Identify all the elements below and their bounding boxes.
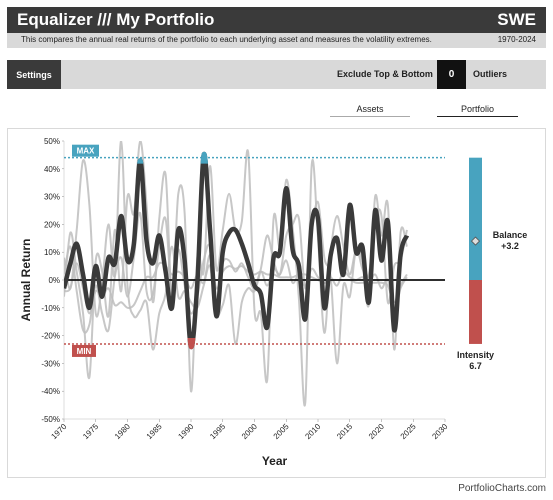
x-tick-label: 2015 <box>335 422 354 441</box>
title-bar: Equalizer /// My Portfolio SWE <box>7 7 546 33</box>
y-axis-title: Annual Return <box>19 239 33 322</box>
intensity-value: 6.7 <box>469 361 482 371</box>
min-label: MIN <box>77 347 92 356</box>
portfolio-line <box>64 151 410 349</box>
x-tick-label: 1980 <box>113 422 132 441</box>
outliers-label: Outliers <box>473 69 508 79</box>
x-tick-label: 1990 <box>176 422 195 441</box>
y-tick-label: -30% <box>41 359 60 368</box>
x-tick-label: 2020 <box>367 422 386 441</box>
footer-credit: PortfolioCharts.com <box>458 483 546 494</box>
x-tick-label: 1970 <box>49 422 68 441</box>
asset-lines-group <box>64 141 408 407</box>
intensity-label: Intensity <box>457 350 494 360</box>
y-tick-label: 30% <box>44 193 60 202</box>
y-tick-label: -40% <box>41 387 60 396</box>
asset-series-line-2 <box>64 212 408 334</box>
y-tick-label: 50% <box>44 137 60 146</box>
x-tick-label: 2005 <box>272 422 291 441</box>
y-tick-label: 0% <box>48 276 60 285</box>
balance-bar <box>469 157 482 280</box>
tab-portfolio[interactable]: Portfolio <box>437 104 518 117</box>
y-tick-label: -20% <box>41 332 60 341</box>
chart-container: 50% 40% 30% 20% 10% 0% -10% -20% -30% -40% -50% 197… <box>7 128 546 478</box>
page-title: Equalizer /// My Portfolio <box>17 10 215 29</box>
settings-bar: Settings Exclude Top & Bottom 0 Outliers <box>7 60 546 89</box>
settings-button[interactable]: Settings <box>7 60 61 89</box>
asset-series-line-3 <box>64 141 408 365</box>
description-text: This compares the annual real returns of… <box>21 35 432 44</box>
equalizer-chart: 50%40%30%20%10%0%-10%-20%-30%-40%-50%197… <box>19 137 528 468</box>
max-label: MAX <box>77 147 95 156</box>
x-tick-label: 1985 <box>145 422 164 441</box>
y-tick-label: -50% <box>41 415 60 424</box>
exclude-outliers-input[interactable]: 0 <box>437 60 466 89</box>
y-tick-label: 20% <box>44 220 60 229</box>
max-label-box <box>72 144 99 157</box>
description-bar: This compares the annual real returns of… <box>7 33 546 48</box>
x-axis-title: Year <box>262 454 288 468</box>
exclude-label: Exclude Top & Bottom <box>337 69 433 79</box>
balance-label: Balance <box>493 230 528 240</box>
y-tick-label: 40% <box>44 165 60 174</box>
y-tick-label: 10% <box>44 248 60 257</box>
country-code: SWE <box>497 10 536 29</box>
balance-marker <box>470 236 481 246</box>
balance-value: +3.2 <box>501 241 519 251</box>
x-tick-label: 2030 <box>430 422 449 441</box>
x-tick-label: 2010 <box>303 422 322 441</box>
y-tick-label: -10% <box>41 304 60 313</box>
x-tick-label: 1975 <box>81 422 100 441</box>
x-tick-label: 1995 <box>208 422 227 441</box>
date-range: 1970-2024 <box>497 35 536 44</box>
x-tick-label: 2000 <box>240 422 259 441</box>
tab-assets[interactable]: Assets <box>330 104 410 117</box>
min-label-box <box>72 344 96 357</box>
x-tick-label: 2025 <box>399 422 418 441</box>
intensity-bar <box>469 280 482 344</box>
